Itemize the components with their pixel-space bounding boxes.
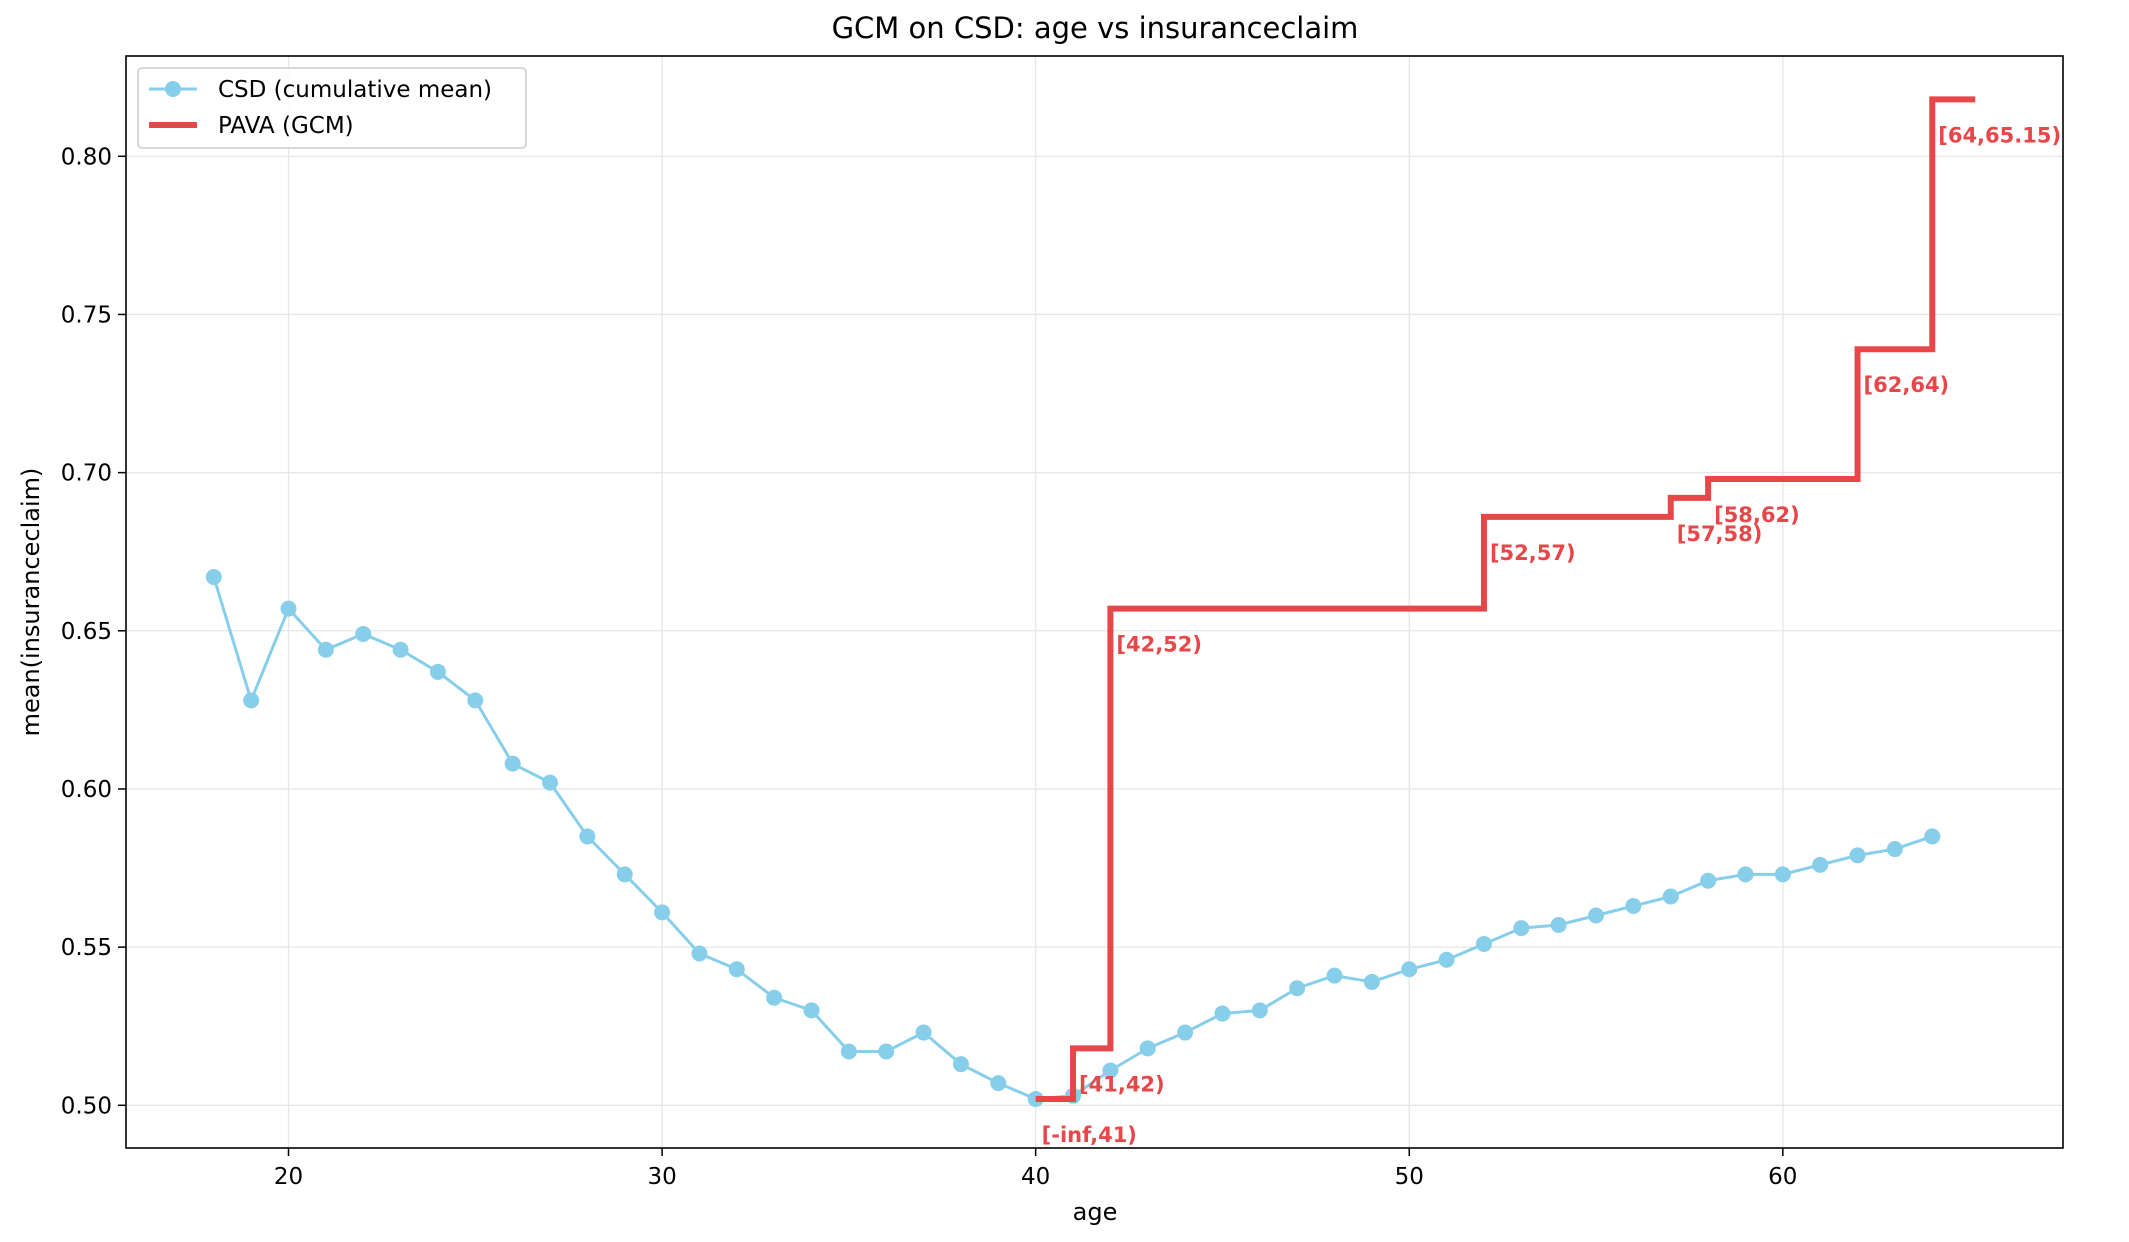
csd-point [1289,980,1306,997]
csd-point [1700,872,1717,889]
chart-title: GCM on CSD: age vs insuranceclaim [832,11,1359,45]
csd-point [355,625,372,642]
csd-point [467,692,484,709]
csd-point [1662,888,1679,905]
y-tick-label: 0.80 [61,144,112,170]
csd-point [542,774,559,791]
legend-csd-label: CSD (cumulative mean) [218,77,492,103]
csd-point [1924,828,1941,845]
csd-point [1774,866,1791,883]
csd-point [1102,1062,1119,1079]
x-tick-label: 60 [1768,1164,1797,1190]
y-tick-label: 0.75 [61,302,112,328]
csd-point [1139,1040,1156,1057]
y-tick-label: 0.65 [61,619,112,645]
csd-point [1849,847,1866,864]
legend: CSD (cumulative mean) PAVA (GCM) [137,67,527,149]
csd-point [803,1002,820,1019]
csd-point [429,663,446,680]
step-labels: [-inf,41) [41,42) [42,52) [52,57) [57,58)[58… [1042,123,2061,1147]
csd-point [691,945,708,962]
csd-point [504,755,521,772]
csd-point [1214,1005,1231,1022]
y-tick-label: 0.55 [61,935,112,961]
y-axis-label: mean(insuranceclaim) [17,468,45,737]
csd-point [1475,935,1492,952]
csd-point [654,904,671,921]
pava-segment-label: [41,42) [1079,1072,1165,1096]
csd-point [1401,961,1418,978]
x-axis-label: age [1073,1198,1118,1226]
y-tick-label: 0.50 [61,1093,112,1119]
plot-series [205,96,1976,1107]
csd-point [205,569,222,586]
legend-box [137,67,527,149]
legend-pava-label: PAVA (GCM) [218,113,354,139]
x-tick-label: 40 [1021,1164,1050,1190]
csd-point [1326,967,1343,984]
legend-csd-marker [165,81,181,97]
pava-segment-label: [42,52) [1116,633,1202,657]
csd-point [1550,916,1567,933]
csd-point [1513,920,1530,937]
x-tick-label: 20 [274,1164,303,1190]
x-tick-label: 30 [647,1164,676,1190]
csd-point [616,866,633,883]
plot-frame [125,55,2064,1149]
grid-lines [126,56,2063,1148]
csd-point [1886,841,1903,858]
csd-point [579,828,596,845]
csd-point [1737,866,1754,883]
pava-segment-label: [58,62) [1714,503,1800,527]
csd-point [1588,907,1605,924]
csd-point [840,1043,857,1060]
y-tick-label: 0.70 [61,461,112,487]
csd-point [1251,1002,1268,1019]
csd-point [1625,898,1642,915]
csd-point [728,961,745,978]
csd-point [1812,856,1829,873]
axis-ticks: 20 30 40 50 60 0.50 0.55 0.60 0.65 0.70 0.75 0.80 [61,144,1798,1190]
pava-step-line [1035,96,1976,1102]
csd-point [317,641,334,658]
csd-point [915,1024,932,1041]
csd-point [766,989,783,1006]
csd-point [990,1075,1007,1092]
pava-segment-label: [52,57) [1490,541,1576,565]
y-tick-label: 0.60 [61,777,112,803]
pava-segment-label: [62,64) [1864,373,1950,397]
csd-point [1177,1024,1194,1041]
csd-point [1438,951,1455,968]
csd-point [878,1043,895,1060]
x-tick-label: 50 [1395,1164,1424,1190]
csd-point [280,600,297,617]
pava-segment-label: [-inf,41) [1042,1123,1137,1147]
pava-segment-label: [64,65.15) [1938,123,2061,147]
pava-segment-label: [57,58) [1677,522,1763,546]
csd-point [392,641,409,658]
csd-point [1363,973,1380,990]
csd-point [952,1056,969,1073]
csd-point [243,692,260,709]
